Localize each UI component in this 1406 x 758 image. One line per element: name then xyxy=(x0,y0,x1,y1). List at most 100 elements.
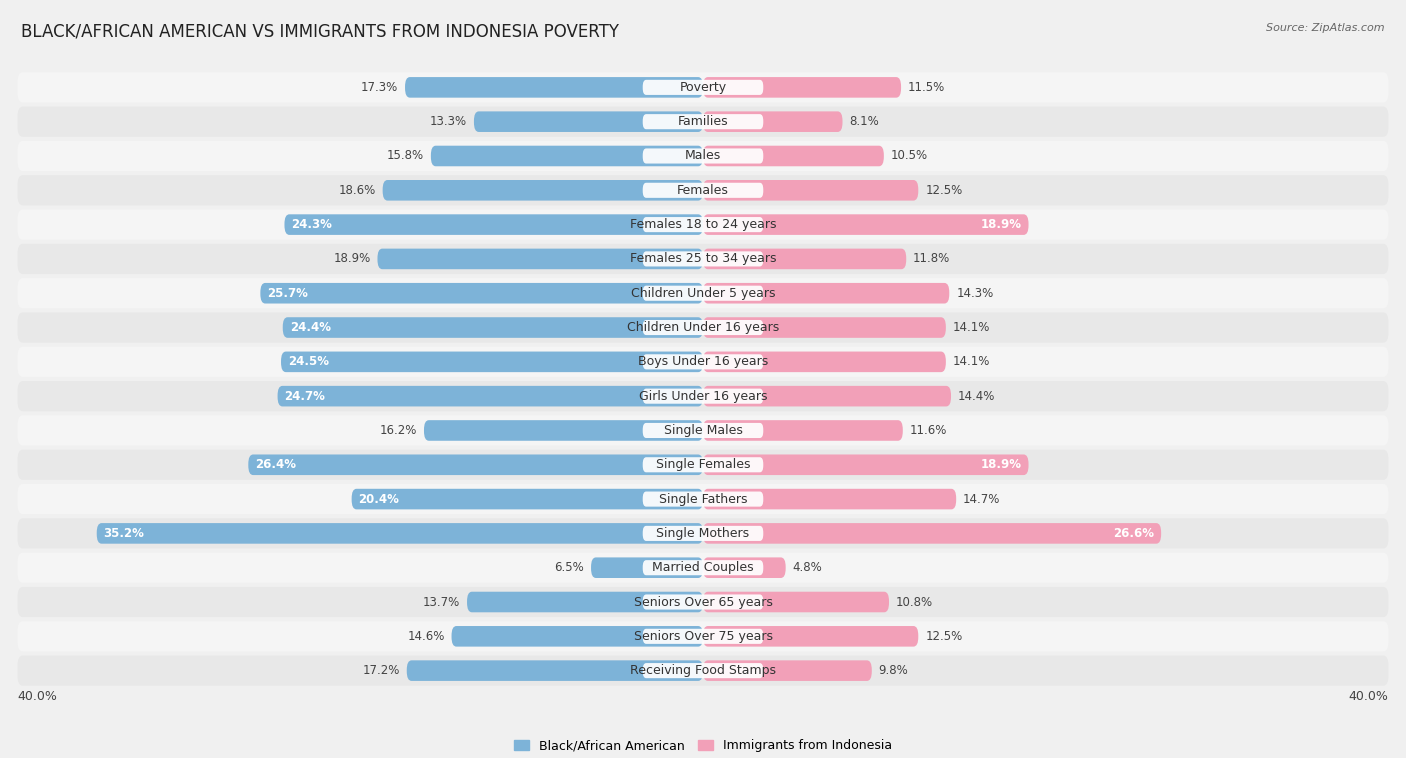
Text: BLACK/AFRICAN AMERICAN VS IMMIGRANTS FROM INDONESIA POVERTY: BLACK/AFRICAN AMERICAN VS IMMIGRANTS FRO… xyxy=(21,23,619,41)
Legend: Black/African American, Immigrants from Indonesia: Black/African American, Immigrants from … xyxy=(509,735,897,757)
FancyBboxPatch shape xyxy=(17,244,1389,274)
FancyBboxPatch shape xyxy=(17,175,1389,205)
FancyBboxPatch shape xyxy=(17,415,1389,446)
Text: 24.5%: 24.5% xyxy=(288,356,329,368)
FancyBboxPatch shape xyxy=(17,518,1389,549)
FancyBboxPatch shape xyxy=(284,215,703,235)
FancyBboxPatch shape xyxy=(405,77,703,98)
FancyBboxPatch shape xyxy=(17,553,1389,583)
Text: 35.2%: 35.2% xyxy=(104,527,145,540)
FancyBboxPatch shape xyxy=(703,626,918,647)
FancyBboxPatch shape xyxy=(643,217,763,232)
Text: 24.7%: 24.7% xyxy=(284,390,325,402)
Text: 14.6%: 14.6% xyxy=(408,630,444,643)
FancyBboxPatch shape xyxy=(643,286,763,301)
FancyBboxPatch shape xyxy=(643,80,763,95)
Text: 12.5%: 12.5% xyxy=(925,630,963,643)
Text: Boys Under 16 years: Boys Under 16 years xyxy=(638,356,768,368)
Text: 25.7%: 25.7% xyxy=(267,287,308,299)
FancyBboxPatch shape xyxy=(703,215,1029,235)
FancyBboxPatch shape xyxy=(17,141,1389,171)
Text: 24.3%: 24.3% xyxy=(291,218,332,231)
FancyBboxPatch shape xyxy=(249,455,703,475)
Text: 12.5%: 12.5% xyxy=(925,183,963,197)
Text: Seniors Over 75 years: Seniors Over 75 years xyxy=(634,630,772,643)
FancyBboxPatch shape xyxy=(97,523,703,543)
FancyBboxPatch shape xyxy=(425,420,703,440)
Text: 40.0%: 40.0% xyxy=(17,690,58,703)
FancyBboxPatch shape xyxy=(467,592,703,612)
FancyBboxPatch shape xyxy=(17,312,1389,343)
FancyBboxPatch shape xyxy=(643,149,763,164)
Text: Females 18 to 24 years: Females 18 to 24 years xyxy=(630,218,776,231)
FancyBboxPatch shape xyxy=(17,278,1389,309)
FancyBboxPatch shape xyxy=(352,489,703,509)
FancyBboxPatch shape xyxy=(703,455,1029,475)
Text: Males: Males xyxy=(685,149,721,162)
FancyBboxPatch shape xyxy=(703,386,950,406)
FancyBboxPatch shape xyxy=(703,352,946,372)
FancyBboxPatch shape xyxy=(17,381,1389,412)
FancyBboxPatch shape xyxy=(17,656,1389,686)
Text: 20.4%: 20.4% xyxy=(359,493,399,506)
Text: Single Mothers: Single Mothers xyxy=(657,527,749,540)
FancyBboxPatch shape xyxy=(451,626,703,647)
FancyBboxPatch shape xyxy=(643,423,763,438)
Text: 14.7%: 14.7% xyxy=(963,493,1001,506)
FancyBboxPatch shape xyxy=(406,660,703,681)
FancyBboxPatch shape xyxy=(643,594,763,609)
Text: 11.6%: 11.6% xyxy=(910,424,948,437)
FancyBboxPatch shape xyxy=(17,484,1389,514)
FancyBboxPatch shape xyxy=(17,622,1389,651)
Text: 18.6%: 18.6% xyxy=(339,183,375,197)
Text: 13.3%: 13.3% xyxy=(430,115,467,128)
FancyBboxPatch shape xyxy=(703,660,872,681)
FancyBboxPatch shape xyxy=(703,557,786,578)
Text: Families: Families xyxy=(678,115,728,128)
Text: 16.2%: 16.2% xyxy=(380,424,418,437)
Text: Children Under 5 years: Children Under 5 years xyxy=(631,287,775,299)
Text: 17.2%: 17.2% xyxy=(363,664,399,677)
FancyBboxPatch shape xyxy=(643,252,763,267)
FancyBboxPatch shape xyxy=(430,146,703,166)
FancyBboxPatch shape xyxy=(703,249,907,269)
Text: Married Couples: Married Couples xyxy=(652,561,754,575)
Text: 4.8%: 4.8% xyxy=(793,561,823,575)
FancyBboxPatch shape xyxy=(643,114,763,129)
FancyBboxPatch shape xyxy=(17,346,1389,377)
Text: 11.8%: 11.8% xyxy=(912,252,950,265)
FancyBboxPatch shape xyxy=(703,180,918,201)
FancyBboxPatch shape xyxy=(377,249,703,269)
FancyBboxPatch shape xyxy=(283,318,703,338)
Text: 40.0%: 40.0% xyxy=(1348,690,1389,703)
FancyBboxPatch shape xyxy=(703,77,901,98)
Text: 11.5%: 11.5% xyxy=(908,81,945,94)
Text: Girls Under 16 years: Girls Under 16 years xyxy=(638,390,768,402)
Text: 18.9%: 18.9% xyxy=(980,218,1022,231)
FancyBboxPatch shape xyxy=(703,318,946,338)
FancyBboxPatch shape xyxy=(643,320,763,335)
Text: 14.4%: 14.4% xyxy=(957,390,995,402)
Text: Source: ZipAtlas.com: Source: ZipAtlas.com xyxy=(1267,23,1385,33)
Text: 18.9%: 18.9% xyxy=(980,459,1022,471)
Text: Poverty: Poverty xyxy=(679,81,727,94)
FancyBboxPatch shape xyxy=(474,111,703,132)
Text: 18.9%: 18.9% xyxy=(333,252,371,265)
FancyBboxPatch shape xyxy=(703,283,949,303)
FancyBboxPatch shape xyxy=(17,587,1389,617)
FancyBboxPatch shape xyxy=(703,523,1161,543)
Text: Females 25 to 34 years: Females 25 to 34 years xyxy=(630,252,776,265)
FancyBboxPatch shape xyxy=(643,526,763,541)
FancyBboxPatch shape xyxy=(17,107,1389,136)
Text: 14.3%: 14.3% xyxy=(956,287,994,299)
FancyBboxPatch shape xyxy=(277,386,703,406)
FancyBboxPatch shape xyxy=(17,449,1389,480)
FancyBboxPatch shape xyxy=(643,491,763,506)
Text: Receiving Food Stamps: Receiving Food Stamps xyxy=(630,664,776,677)
Text: 15.8%: 15.8% xyxy=(387,149,425,162)
Text: 8.1%: 8.1% xyxy=(849,115,879,128)
FancyBboxPatch shape xyxy=(643,457,763,472)
Text: 6.5%: 6.5% xyxy=(554,561,583,575)
FancyBboxPatch shape xyxy=(17,209,1389,240)
FancyBboxPatch shape xyxy=(703,111,842,132)
